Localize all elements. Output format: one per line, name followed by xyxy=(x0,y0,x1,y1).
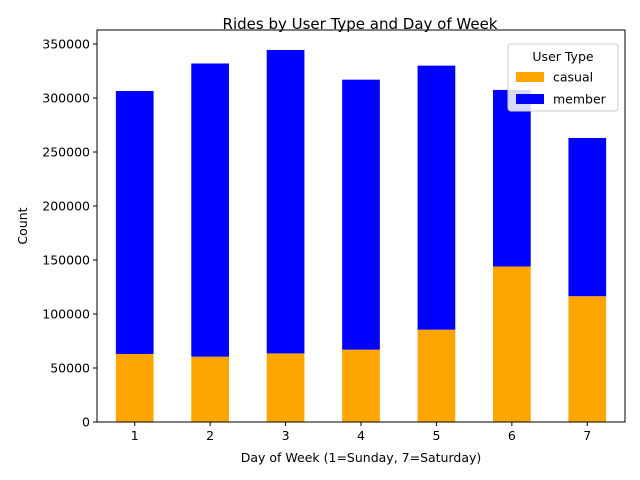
bar-casual-day-3 xyxy=(266,353,305,422)
y-tick-label: 250000 xyxy=(42,145,90,160)
bar-casual-day-4 xyxy=(342,349,380,422)
bar-casual-day-7 xyxy=(568,296,607,422)
bar-member-day-1 xyxy=(115,91,154,354)
bar-casual-day-6 xyxy=(493,266,531,422)
legend-items: casual member xyxy=(516,70,607,107)
legend-title: User Type xyxy=(532,49,593,64)
legend-swatch-casual xyxy=(516,72,544,82)
y-axis: 0 50000 100000 150000 200000 250000 300000 3500… xyxy=(42,37,97,430)
legend-label-casual: casual xyxy=(553,70,593,85)
y-tick-label: 350000 xyxy=(42,37,90,52)
y-tick-label: 100000 xyxy=(42,307,90,322)
bar-member-day-3 xyxy=(266,49,305,354)
legend: User Type casual member xyxy=(507,43,619,112)
y-tick-label: 0 xyxy=(82,415,90,430)
bar-member-day-4 xyxy=(342,79,380,350)
x-axis: 1 2 3 4 5 6 7 xyxy=(131,422,591,443)
chart-title: Rides by User Type and Day of Week xyxy=(223,15,498,33)
bar-casual-day-2 xyxy=(191,356,229,422)
x-tick-label: 1 xyxy=(131,428,139,443)
y-tick-label: 50000 xyxy=(50,361,90,376)
x-tick-label: 2 xyxy=(206,428,214,443)
bar-member-day-5 xyxy=(417,65,456,330)
bar-member-day-2 xyxy=(191,63,229,357)
y-axis-label: Count xyxy=(15,207,30,244)
bar-casual-day-5 xyxy=(417,329,456,422)
x-tick-label: 4 xyxy=(357,428,365,443)
bar-member-day-6 xyxy=(493,89,531,267)
legend-swatch-member xyxy=(516,94,544,104)
x-tick-label: 7 xyxy=(583,428,591,443)
bar-member-day-7 xyxy=(568,137,607,297)
bar-casual-day-1 xyxy=(115,353,154,422)
y-tick-label: 300000 xyxy=(42,91,90,106)
x-tick-label: 3 xyxy=(282,428,290,443)
y-tick-label: 150000 xyxy=(42,253,90,268)
x-tick-label: 5 xyxy=(432,428,440,443)
legend-label-member: member xyxy=(553,92,607,107)
x-tick-label: 6 xyxy=(508,428,516,443)
bars-group xyxy=(115,49,607,422)
x-axis-label: Day of Week (1=Sunday, 7=Saturday) xyxy=(241,450,482,465)
y-tick-label: 200000 xyxy=(42,199,90,214)
